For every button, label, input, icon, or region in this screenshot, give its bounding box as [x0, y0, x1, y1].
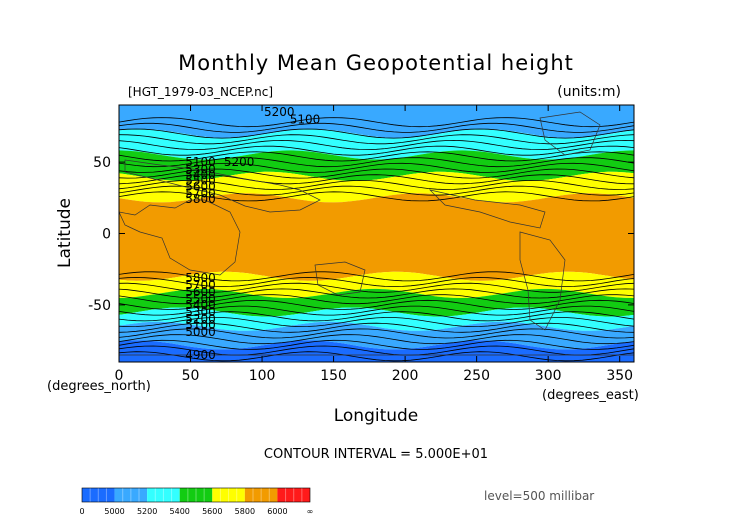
colorbar: 0 5000 5200 5400 5600 5800 6000 ∞ — [79, 487, 314, 516]
band-5800-6000 — [119, 193, 634, 281]
colorbar-label: 5200 — [137, 507, 157, 516]
band-5000-5200 — [119, 321, 634, 350]
contour-line — [119, 191, 634, 202]
x-tick-label: 300 — [535, 368, 562, 384]
colorbar-label: 5800 — [235, 507, 255, 516]
contour-line — [119, 334, 634, 345]
contour-label: 5500 — [185, 292, 216, 306]
units-label: (units:m) — [557, 84, 621, 100]
contour-line — [119, 128, 634, 139]
contour-line — [119, 311, 634, 322]
band-5600-5800 — [119, 271, 634, 298]
x-axis-label: Longitude — [334, 406, 419, 426]
contour-line — [119, 139, 634, 150]
contour-label: 5400 — [185, 298, 216, 312]
contour-line — [119, 117, 634, 128]
contour-label: 5200 — [264, 105, 295, 119]
contour-line — [119, 168, 634, 179]
contour-line — [119, 179, 634, 190]
level-text: level=500 millibar — [484, 489, 594, 503]
colorbar-label: ∞ — [307, 507, 314, 516]
contour-lines — [119, 117, 634, 362]
x-tick-label: 50 — [182, 368, 200, 384]
contour-label: 5300 — [185, 305, 216, 319]
contour-label: 5700 — [185, 278, 216, 292]
color-bands — [119, 105, 634, 362]
x-tick-label: 250 — [463, 368, 490, 384]
contour-label: 5500 — [185, 174, 216, 188]
contour-line — [119, 271, 634, 282]
contour-label: 5100 — [185, 155, 216, 169]
colorbar-swatch — [114, 488, 148, 502]
colorbar-label: 0 — [79, 507, 84, 516]
contour-label: 5200 — [224, 155, 255, 169]
contour-line — [119, 282, 634, 293]
contour-line — [119, 339, 634, 350]
contour-line — [119, 277, 634, 288]
contour-line — [119, 305, 634, 316]
coastlines — [119, 111, 634, 356]
colorbar-label: 5600 — [202, 507, 222, 516]
chart-subtitle: [HGT_1979-03_NCEP.nc] — [128, 85, 273, 99]
x-tick-label: 150 — [320, 368, 347, 384]
y-tick-label: 0 — [102, 227, 111, 243]
contour-line — [119, 174, 634, 185]
contour-line — [119, 345, 634, 356]
x-axis-ticks: 0 50 100 150 200 250 300 350 — [115, 105, 633, 384]
contour-label: 4900 — [185, 348, 216, 362]
colorbar-swatch — [277, 488, 310, 502]
x-tick-label: 200 — [392, 368, 419, 384]
band-5200-5400 — [119, 307, 634, 331]
contour-line — [119, 162, 634, 173]
colorbar-swatch — [179, 488, 213, 502]
y-unit-label: (degrees_north) — [47, 379, 151, 394]
plot-area — [119, 105, 634, 362]
x-tick-label: 350 — [606, 368, 633, 384]
contour-line — [119, 328, 634, 339]
colorbar-label: 6000 — [267, 507, 287, 516]
y-tick-label: -50 — [88, 298, 111, 314]
colorbar-label: 5400 — [170, 507, 190, 516]
contour-interval-text: CONTOUR INTERVAL = 5.000E+01 — [264, 447, 488, 462]
band-0-5000 — [119, 340, 634, 362]
contour-label: 5100 — [290, 112, 321, 126]
y-axis-label: Latitude — [55, 198, 75, 268]
colorbar-swatch — [82, 488, 115, 502]
contour-label: 5100 — [185, 318, 216, 332]
contour-line — [119, 299, 634, 310]
contour-line — [119, 145, 634, 156]
contour-label: 5800 — [185, 271, 216, 285]
contour-label: 5300 — [185, 162, 216, 176]
x-tick-label: 100 — [249, 368, 276, 384]
contour-line — [119, 157, 634, 168]
contour-label: 5600 — [185, 179, 216, 193]
x-tick-label: 0 — [115, 368, 124, 384]
contour-label: 5600 — [185, 285, 216, 299]
contour-line — [119, 122, 634, 133]
contour-label: 5200 — [185, 312, 216, 326]
colorbar-label: 5000 — [104, 507, 124, 516]
colorbar-swatch — [212, 488, 245, 502]
contour-label: 5700 — [185, 187, 216, 201]
colorbar-swatch — [147, 488, 180, 502]
chart-title: Monthly Mean Geopotential height — [178, 51, 574, 75]
contour-line — [119, 151, 634, 162]
band-5000-5200 — [119, 105, 634, 139]
colorbar-swatch — [244, 488, 278, 502]
contour-line — [119, 317, 634, 328]
contour-line — [119, 294, 634, 305]
contour-label: 5000 — [185, 325, 216, 339]
contour-line — [119, 134, 634, 145]
y-axis-ticks: -50 0 50 — [88, 155, 634, 314]
contour-label: 5800 — [185, 192, 216, 206]
y-tick-label: 50 — [93, 155, 111, 171]
contour-line — [119, 288, 634, 299]
contour-line — [119, 185, 634, 196]
contour-label: 5400 — [185, 168, 216, 182]
x-unit-label: (degrees_east) — [542, 388, 639, 403]
